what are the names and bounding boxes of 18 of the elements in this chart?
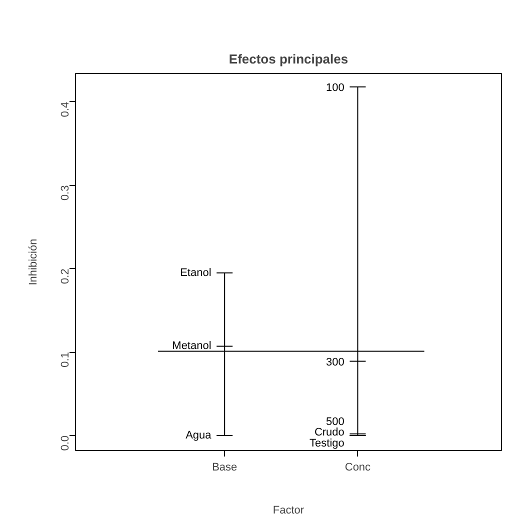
annotation: Crudo [314,426,344,438]
y-tick-label: 0.4 [60,102,72,118]
annotation: 300 [326,356,344,368]
y-tick-label: 0.0 [60,435,72,451]
y-tick-label: 0.3 [60,185,72,201]
x-axis-title: Factor [272,504,304,516]
y-tick-label: 0.2 [60,268,72,284]
chart-title: Efectos principales [228,52,348,66]
annotation: Agua [186,429,212,442]
x-tick-label: Base [212,462,238,474]
annotation: 100 [326,82,344,94]
y-axis-title: Inhibición [28,238,40,286]
annotation: 500 [326,416,344,428]
x-tick-label: Conc [344,462,372,474]
annotation: Testigo [310,438,344,450]
y-tick-label: 0.1 [60,352,72,368]
annotation: Etanol [180,266,212,279]
annotation: Metanol [172,340,212,352]
